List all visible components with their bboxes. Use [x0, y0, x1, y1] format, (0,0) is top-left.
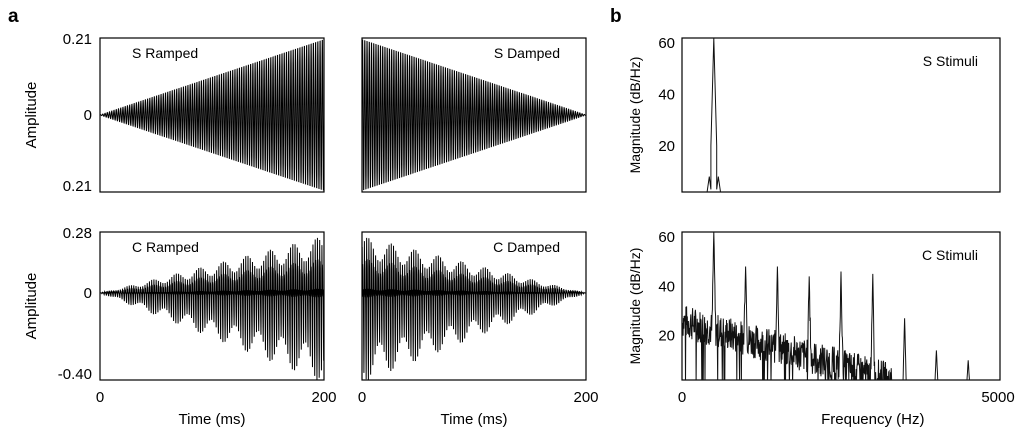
y-axis-label: Magnitude (dB/Hz) [627, 57, 643, 174]
y-tick-label: 0.21 [63, 31, 92, 48]
y-tick-label: 40 [658, 86, 675, 103]
x-axis-label: Time (ms) [441, 411, 508, 428]
waveform-panel-c-ramped [99, 231, 325, 381]
y-axis-label: Amplitude [23, 82, 40, 149]
panel-title: C Stimuli [922, 247, 978, 263]
x-tick-label: 0 [358, 389, 366, 406]
waveform-panel-s-ramped [99, 37, 325, 193]
spectrum-trace [682, 232, 970, 380]
spectrum-panel-c-stimuli [681, 231, 1001, 381]
y-tick-label: 40 [658, 278, 675, 295]
waveform-trace [361, 39, 587, 191]
panel-title: S Ramped [132, 45, 198, 61]
x-tick-label: 200 [311, 389, 336, 406]
x-tick-label: 5000 [981, 389, 1014, 406]
spectrum-trace [706, 38, 721, 192]
panel-title: S Stimuli [923, 53, 978, 69]
y-tick-label: 0.21 [63, 178, 92, 195]
y-tick-label: 60 [658, 35, 675, 52]
spectrum-panel-s-stimuli [681, 37, 1001, 193]
y-tick-label: 60 [658, 229, 675, 246]
x-axis-label: Frequency (Hz) [821, 411, 924, 428]
panel-title: C Ramped [132, 239, 199, 255]
plot-frame [681, 231, 1001, 381]
y-axis-label: Amplitude [23, 273, 40, 340]
panel-title: C Damped [493, 239, 560, 255]
y-tick-label: 0.28 [63, 225, 92, 242]
x-tick-label: 0 [678, 389, 686, 406]
x-tick-label: 0 [96, 389, 104, 406]
waveform-trace [99, 237, 325, 380]
panel-title: S Damped [494, 45, 560, 61]
x-tick-label: 200 [573, 389, 598, 406]
y-tick-label: 20 [658, 138, 675, 155]
x-axis-label: Time (ms) [179, 411, 246, 428]
y-tick-label: -0.40 [58, 366, 92, 383]
waveform-panel-s-damped [361, 37, 587, 193]
waveform-panel-c-damped [361, 231, 587, 381]
panel-letter-a: a [8, 6, 19, 27]
y-tick-label: 20 [658, 328, 675, 345]
y-tick-label: 0 [84, 107, 92, 124]
waveform-trace [361, 237, 587, 380]
waveform-trace [99, 39, 325, 191]
plot-frame [681, 37, 1001, 193]
y-tick-label: 0 [84, 285, 92, 302]
y-axis-label: Magnitude (dB/Hz) [627, 248, 643, 365]
plot-frame [361, 231, 587, 381]
panel-letter-b: b [610, 6, 622, 27]
